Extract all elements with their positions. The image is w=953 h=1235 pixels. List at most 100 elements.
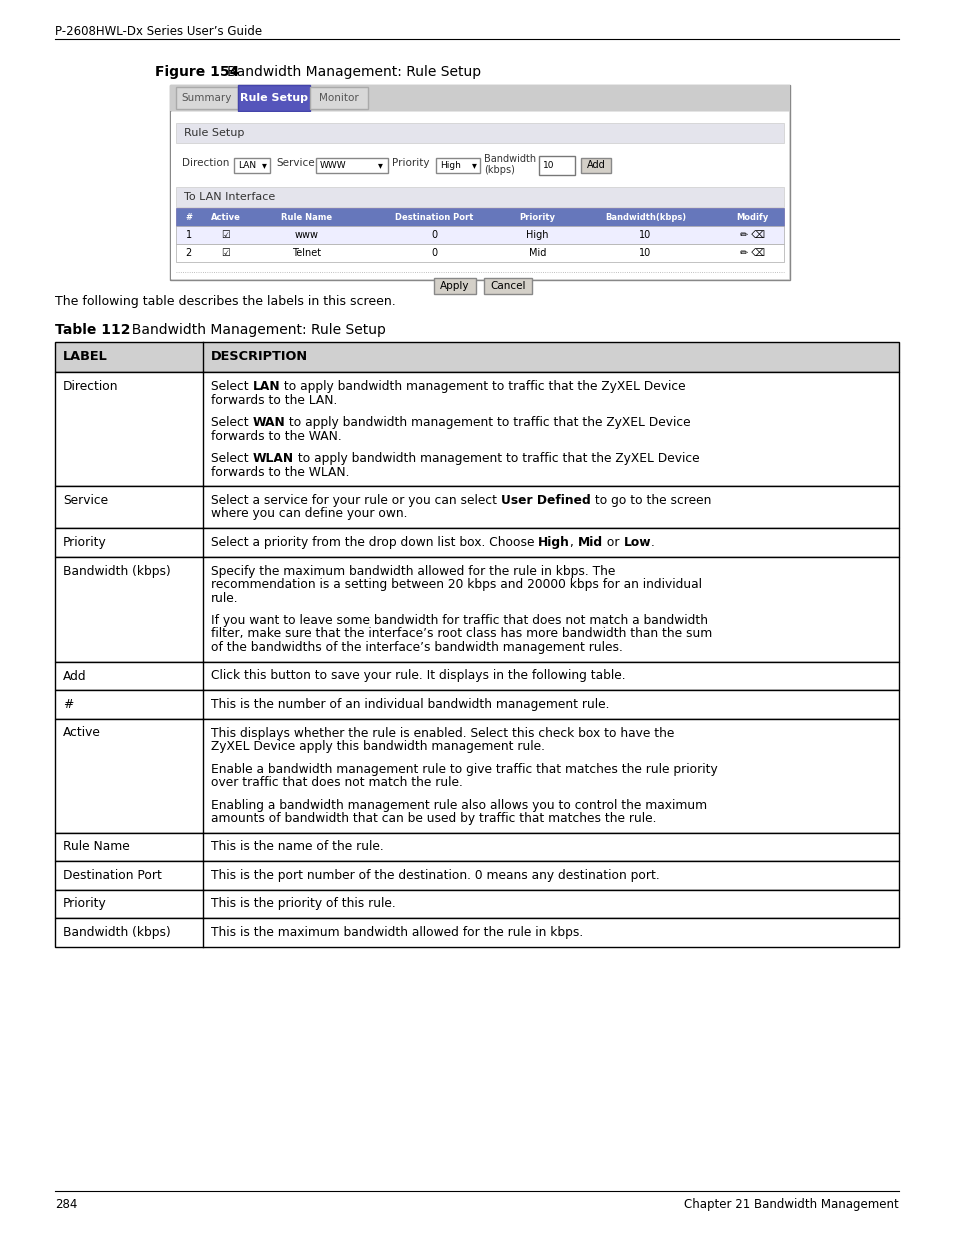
Text: Monitor: Monitor [319, 93, 358, 103]
Bar [538, 156, 575, 174]
Text: Bandwidth (kbps): Bandwidth (kbps) [63, 564, 171, 578]
Bar [55, 372, 898, 487]
Text: #: # [63, 698, 73, 711]
Text: High: High [525, 230, 548, 240]
Text: This is the priority of this rule.: This is the priority of this rule. [211, 898, 395, 910]
Text: P-2608HWL-Dx Series User’s Guide: P-2608HWL-Dx Series User’s Guide [55, 25, 262, 38]
Text: Bandwidth(kbps): Bandwidth(kbps) [604, 212, 685, 221]
Text: Select: Select [211, 416, 253, 429]
Text: WLAN: WLAN [253, 452, 294, 466]
Bar [175, 124, 783, 143]
Text: Bandwidth: Bandwidth [483, 154, 536, 164]
Text: ☑: ☑ [221, 248, 230, 258]
Text: Select a priority from the drop down list box. Choose: Select a priority from the drop down lis… [211, 536, 537, 550]
Text: Mid: Mid [578, 536, 602, 550]
Text: 0: 0 [431, 230, 436, 240]
Bar [55, 662, 898, 690]
Text: 2: 2 [186, 248, 192, 258]
Bar [436, 158, 479, 173]
Text: Rule Name: Rule Name [63, 841, 130, 853]
Text: Cancel: Cancel [490, 282, 525, 291]
Text: Enabling a bandwidth management rule also allows you to control the maximum: Enabling a bandwidth management rule als… [211, 799, 706, 811]
Text: Direction: Direction [63, 380, 118, 393]
Bar [237, 85, 310, 111]
Text: LAN: LAN [237, 161, 255, 169]
Bar [171, 112, 788, 279]
Text: forwards to the WLAN.: forwards to the WLAN. [211, 466, 349, 478]
Text: 10: 10 [639, 248, 651, 258]
Text: to apply bandwidth management to traffic that the ZyXEL Device: to apply bandwidth management to traffic… [280, 380, 685, 393]
Bar [55, 342, 898, 372]
Bar [55, 889, 898, 918]
Text: Enable a bandwidth management rule to give traffic that matches the rule priorit: Enable a bandwidth management rule to gi… [211, 762, 717, 776]
Text: ▾: ▾ [262, 161, 267, 170]
Text: Direction: Direction [182, 158, 229, 168]
Text: Service: Service [275, 158, 314, 168]
Text: of the bandwidths of the interface’s bandwidth management rules.: of the bandwidths of the interface’s ban… [211, 641, 622, 655]
Text: Destination Port: Destination Port [63, 869, 162, 882]
Text: Figure 154: Figure 154 [154, 65, 239, 79]
Text: www: www [294, 230, 318, 240]
Text: WWW: WWW [319, 161, 346, 169]
Bar [175, 207, 783, 226]
Text: forwards to the LAN.: forwards to the LAN. [211, 394, 337, 406]
Text: rule.: rule. [211, 592, 238, 604]
Bar [310, 86, 368, 109]
Text: 10: 10 [542, 161, 554, 169]
Bar [175, 186, 783, 207]
Text: If you want to leave some bandwidth for traffic that does not match a bandwidth: If you want to leave some bandwidth for … [211, 614, 707, 627]
Text: Priority: Priority [63, 536, 107, 550]
Text: forwards to the WAN.: forwards to the WAN. [211, 430, 341, 442]
Text: Active: Active [211, 212, 240, 221]
Text: Chapter 21 Bandwidth Management: Chapter 21 Bandwidth Management [683, 1198, 898, 1212]
Text: This displays whether the rule is enabled. Select this check box to have the: This displays whether the rule is enable… [211, 726, 674, 740]
Text: over traffic that does not match the rule.: over traffic that does not match the rul… [211, 776, 462, 789]
Bar [55, 690, 898, 719]
Text: Priority: Priority [63, 898, 107, 910]
Text: ,: , [570, 536, 578, 550]
Text: Select: Select [211, 380, 253, 393]
Text: to apply bandwidth management to traffic that the ZyXEL Device: to apply bandwidth management to traffic… [285, 416, 690, 429]
Text: Add: Add [63, 669, 87, 683]
Text: to apply bandwidth management to traffic that the ZyXEL Device: to apply bandwidth management to traffic… [294, 452, 699, 466]
Text: DESCRIPTION: DESCRIPTION [211, 351, 308, 363]
Text: Summary: Summary [182, 93, 232, 103]
Text: #: # [185, 212, 192, 221]
Text: ZyXEL Device apply this bandwidth management rule.: ZyXEL Device apply this bandwidth manage… [211, 740, 544, 753]
Text: where you can define your own.: where you can define your own. [211, 508, 407, 520]
Bar [170, 85, 789, 111]
Text: The following table describes the labels in this screen.: The following table describes the labels… [55, 295, 395, 308]
Text: filter, make sure that the interface’s root class has more bandwidth than the su: filter, make sure that the interface’s r… [211, 627, 712, 641]
Bar [233, 158, 270, 173]
Text: To LAN Interface: To LAN Interface [184, 191, 275, 203]
Bar [55, 719, 898, 832]
Text: Modify: Modify [736, 212, 767, 221]
Text: Telnet: Telnet [293, 248, 321, 258]
Text: or: or [602, 536, 623, 550]
Text: Bandwidth Management: Rule Setup: Bandwidth Management: Rule Setup [123, 324, 385, 337]
Bar [580, 158, 610, 173]
Text: Apply: Apply [439, 282, 469, 291]
Text: Destination Port: Destination Port [395, 212, 473, 221]
Bar [55, 487, 898, 529]
Text: to go to the screen: to go to the screen [590, 494, 710, 508]
Text: ☑: ☑ [221, 230, 230, 240]
Text: This is the maximum bandwidth allowed for the rule in kbps.: This is the maximum bandwidth allowed fo… [211, 926, 582, 939]
Text: Bandwidth Management: Rule Setup: Bandwidth Management: Rule Setup [227, 65, 480, 79]
Text: ✏ ⌫: ✏ ⌫ [739, 230, 764, 240]
Bar [175, 226, 783, 245]
Bar [434, 278, 476, 294]
Text: Click this button to save your rule. It displays in the following table.: Click this button to save your rule. It … [211, 669, 625, 683]
Text: .: . [651, 536, 655, 550]
Text: Rule Setup: Rule Setup [240, 93, 308, 103]
Text: (kbps): (kbps) [483, 165, 515, 175]
Text: Priority: Priority [518, 212, 555, 221]
Text: User Defined: User Defined [500, 494, 590, 508]
Text: Add: Add [586, 161, 605, 170]
Text: 0: 0 [431, 248, 436, 258]
Bar [55, 832, 898, 861]
Text: Table 112: Table 112 [55, 324, 131, 337]
Text: Low: Low [623, 536, 651, 550]
Bar [175, 86, 237, 109]
Text: Mid: Mid [528, 248, 545, 258]
